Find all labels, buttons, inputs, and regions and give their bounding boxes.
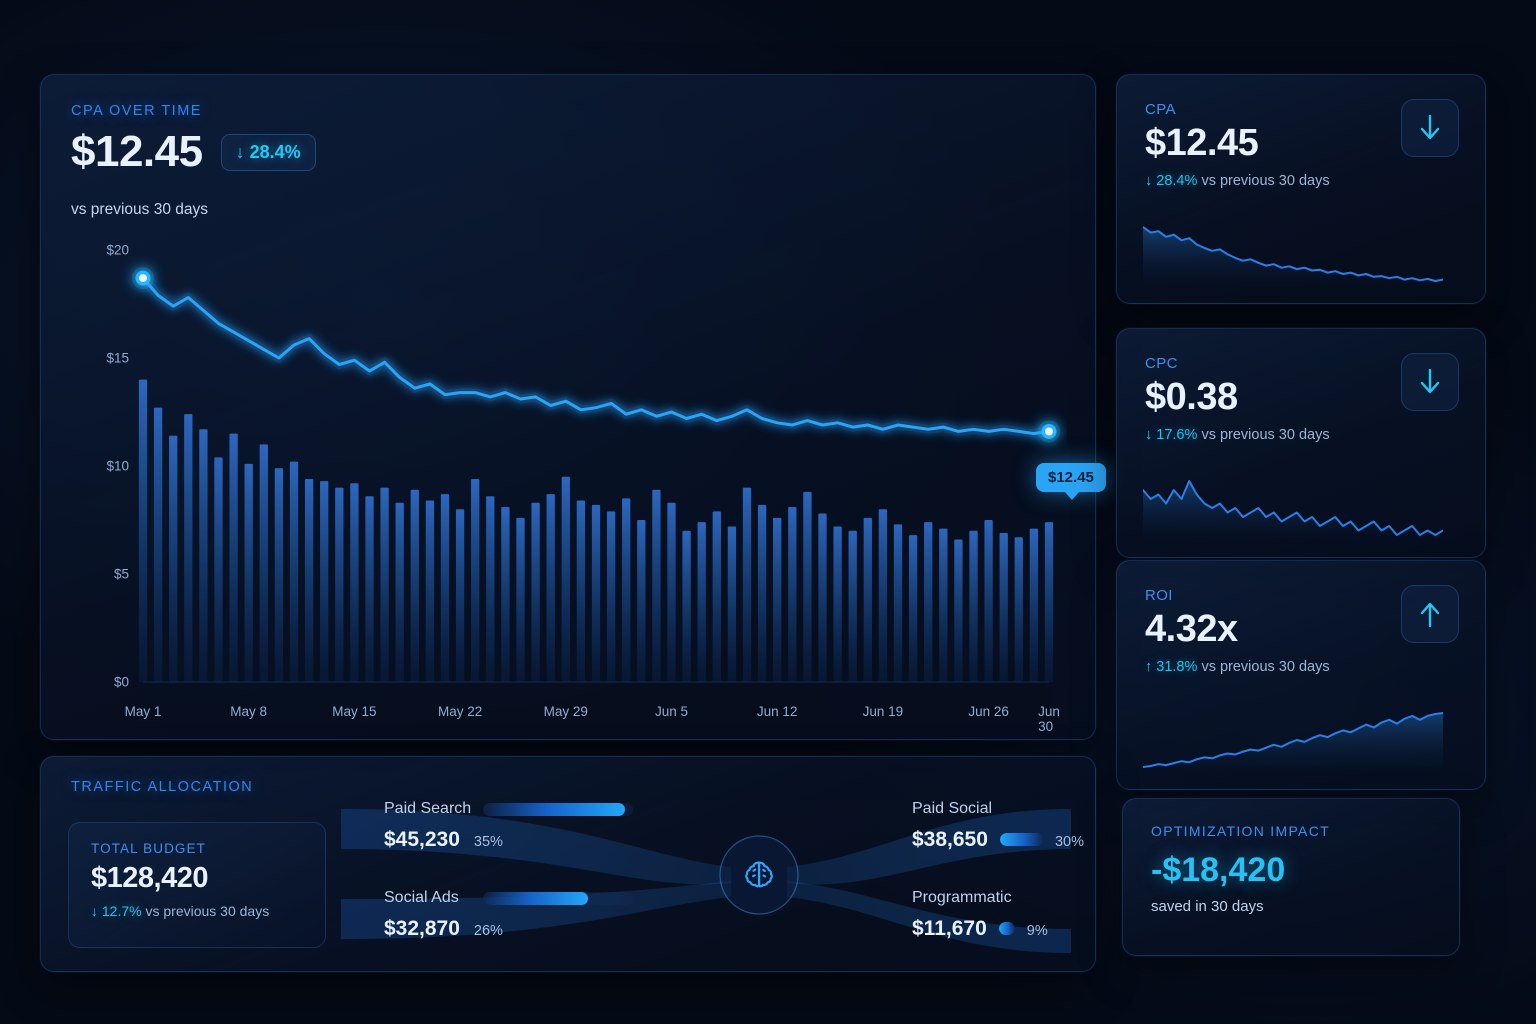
optimization-impact-card: OPTIMIZATION IMPACT -$18,420 saved in 30…	[1122, 798, 1460, 956]
optimization-impact-value: -$18,420	[1151, 851, 1286, 889]
channel-amount: $32,870	[384, 917, 460, 940]
y-axis-tick-label: $15	[106, 350, 129, 366]
x-axis-tick-label: May 29	[543, 704, 588, 719]
kpi-value: $0.38	[1145, 376, 1238, 418]
channel-percent: 26%	[473, 923, 503, 939]
kpi-card-roi[interactable]: ROI 4.32x ↑ 31.8% vs previous 30 days	[1116, 560, 1486, 790]
kpi-card-cpc[interactable]: CPC $0.38 ↓ 17.6% vs previous 30 days	[1116, 328, 1486, 558]
kpi-sparkline	[1143, 480, 1443, 541]
y-axis-tick-label: $0	[113, 674, 129, 690]
kpi-value: 4.32x	[1145, 608, 1238, 650]
total-budget-delta: ↓ 12.7% vs previous 30 days	[91, 903, 303, 919]
optimization-impact-sub: saved in 30 days	[1151, 898, 1264, 915]
channel-progress-fill	[998, 922, 1015, 935]
arrow-down-icon	[1401, 353, 1459, 411]
x-axis-tick-label: May 15	[332, 704, 377, 719]
arrow-up-icon	[1401, 585, 1459, 643]
channel-paid-social[interactable]: Paid Social $38,650 30%	[912, 800, 1084, 852]
total-budget-value: $128,420	[91, 862, 208, 894]
kpi-delta-value: ↓ 17.6%	[1145, 427, 1198, 443]
channel-social-ads[interactable]: Social Ads $32,870 26%	[384, 889, 634, 941]
channel-amount: $38,650	[912, 828, 988, 851]
channel-name: Paid Search	[384, 800, 472, 817]
channel-paid-search[interactable]: Paid Search $45,230 35%	[384, 800, 634, 852]
page-title: CPA OVER TIME	[71, 103, 202, 119]
kpi-delta-vs: vs previous 30 days	[1201, 173, 1330, 189]
channel-name: Social Ads	[384, 889, 459, 906]
kpi-value: $12.45	[1145, 122, 1259, 164]
kpi-label: CPA	[1145, 101, 1176, 118]
kpi-delta: ↓ 28.4% vs previous 30 days	[1145, 173, 1457, 189]
kpi-delta: ↓ 17.6% vs previous 30 days	[1145, 427, 1457, 443]
channel-percent: 30%	[1054, 834, 1084, 850]
channel-progress-track	[483, 892, 633, 905]
channel-progress-fill	[483, 892, 589, 905]
kpi-delta-vs: vs previous 30 days	[1201, 427, 1330, 443]
main-comparison-label: vs previous 30 days	[71, 201, 208, 218]
arrow-down-icon	[1401, 99, 1459, 157]
channel-amount: $45,230	[384, 828, 460, 851]
traffic-flow-graphic	[341, 809, 1071, 953]
channel-amount: $11,670	[912, 917, 987, 940]
channel-percent: 35%	[473, 834, 503, 850]
channel-name: Programmatic	[912, 889, 1012, 906]
y-axis-tick-label: $10	[106, 458, 129, 474]
main-metric-value: $12.45	[71, 127, 203, 176]
kpi-delta-vs: vs previous 30 days	[1201, 659, 1330, 675]
kpi-delta-value: ↑ 31.8%	[1145, 659, 1198, 675]
kpi-delta: ↑ 31.8% vs previous 30 days	[1145, 659, 1457, 675]
channel-percent: 9%	[1026, 923, 1048, 939]
kpi-sparkline	[1143, 712, 1443, 773]
x-axis-tick-label: Jun 30	[1038, 704, 1060, 734]
x-axis-tick-label: Jun 26	[968, 704, 1009, 719]
y-axis-tick-label: $20	[106, 242, 129, 258]
channel-progress-track	[999, 833, 1043, 846]
y-axis-tick-label: $5	[113, 566, 129, 582]
cpa-chart-plot: $0 $5 $10 $15 $20 May 1 May 8 May 15 May 22 May 2…	[71, 240, 1067, 740]
total-budget-label: TOTAL BUDGET	[91, 841, 206, 856]
kpi-label: CPC	[1145, 355, 1178, 372]
kpi-card-cpa[interactable]: CPA $12.45 ↓ 28.4% vs previous 30 days	[1116, 74, 1486, 304]
traffic-allocation-title: TRAFFIC ALLOCATION	[71, 779, 254, 795]
channel-name: Paid Social	[912, 800, 993, 817]
total-budget-delta-value: ↓ 12.7%	[91, 903, 142, 919]
channel-progress-track	[998, 922, 1015, 935]
total-budget-card: TOTAL BUDGET $128,420 ↓ 12.7% vs previou…	[68, 822, 326, 948]
kpi-label: ROI	[1145, 587, 1173, 604]
chart-tooltip: $12.45	[1036, 463, 1106, 500]
x-axis-tick-label: May 22	[437, 704, 483, 719]
x-axis-tick-label: Jun 19	[862, 704, 904, 719]
cpa-chart-svg	[132, 267, 1060, 683]
channel-programmatic[interactable]: Programmatic $11,670 9%	[912, 889, 1084, 941]
main-delta-badge: ↓ 28.4%	[220, 133, 316, 171]
channel-progress-fill	[483, 803, 625, 816]
cpa-over-time-card: CPA OVER TIME $12.45 ↓ 28.4% vs previous…	[40, 74, 1106, 740]
optimization-impact-label: OPTIMIZATION IMPACT	[1151, 823, 1330, 839]
main-headline: $12.45 ↓ 28.4%	[71, 127, 316, 177]
x-axis-tick-label: May 8	[230, 704, 268, 719]
traffic-allocation-card: TRAFFIC ALLOCATION	[40, 756, 1096, 972]
x-axis-tick-label: Jun 5	[654, 704, 689, 719]
x-axis-tick-label: May 1	[124, 704, 162, 719]
channel-progress-track	[483, 803, 633, 816]
kpi-delta-value: ↓ 28.4%	[1145, 173, 1198, 189]
total-budget-delta-vs: vs previous 30 days	[145, 903, 270, 919]
x-axis-tick-label: Jun 12	[756, 704, 798, 719]
channel-progress-fill	[999, 833, 1043, 846]
kpi-sparkline	[1143, 226, 1443, 287]
